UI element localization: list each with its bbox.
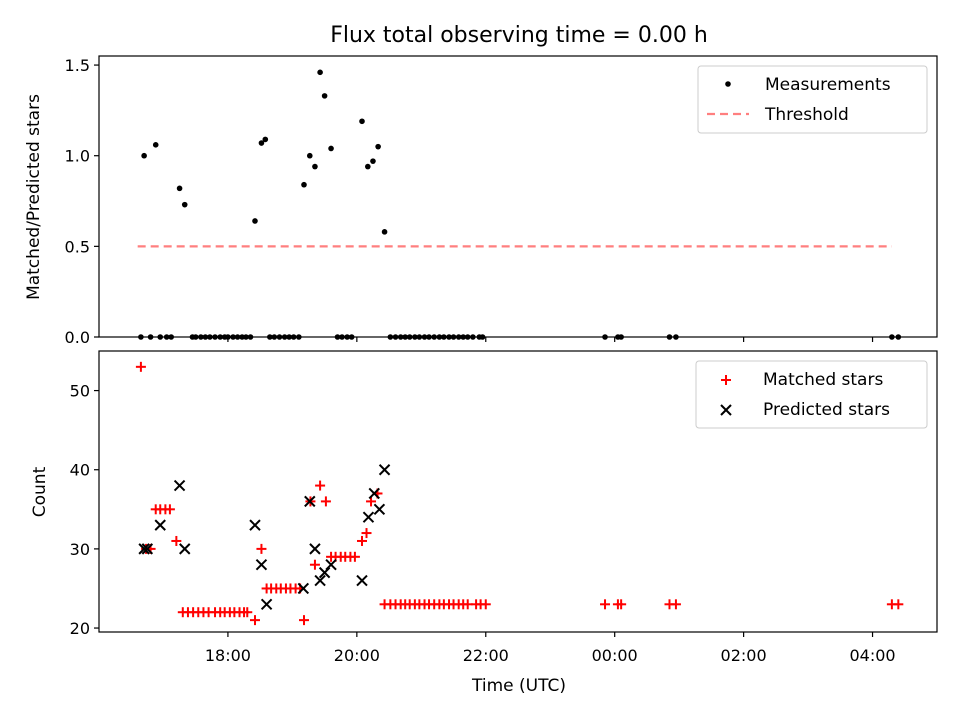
- predicted-star-point: [138, 543, 150, 555]
- count-y-axis-label: Count: [30, 466, 50, 517]
- matched-star-point: [315, 480, 326, 491]
- legend-label-matched: Matched stars: [763, 370, 883, 390]
- predicted-star-point: [141, 543, 154, 555]
- count-axes: 20 30 40 50 18:00 20:00 22:00 00:00 02:00 04:00: [70, 382, 896, 665]
- legend-label-predicted: Predicted stars: [763, 400, 890, 420]
- measurement-point: [365, 163, 371, 170]
- predicted-star-point: [249, 519, 261, 531]
- x-tick-label: 22:00: [463, 646, 509, 665]
- predicted-star-point: [362, 511, 375, 523]
- predicted-star-point: [373, 503, 386, 516]
- predicted-star-point: [318, 566, 331, 579]
- matched-star-point: [164, 504, 175, 515]
- y-tick-label: 50: [70, 382, 90, 401]
- x-tick-label: 18:00: [205, 646, 251, 665]
- predicted-star-point: [314, 574, 326, 587]
- matched-star-point: [135, 361, 146, 372]
- y-tick-label: 1.0: [65, 147, 90, 166]
- predicted-star-point: [325, 559, 337, 571]
- measurement-point: [381, 229, 388, 235]
- matched-star-point: [249, 615, 260, 626]
- count-panel: 20 30 40 50 18:00 20:00 22:00 00:00 02:00 04:00 C…: [30, 350, 938, 696]
- measurement-point: [328, 145, 334, 152]
- y-tick-label: 0.5: [65, 237, 90, 256]
- legend-label-measurements: Measurements: [765, 75, 891, 95]
- measurement-point: [359, 118, 365, 125]
- y-tick-label: 40: [70, 461, 90, 480]
- x-tick-label: 04:00: [849, 646, 895, 665]
- measurement-point: [375, 143, 381, 150]
- count-axes-frame: [98, 350, 938, 633]
- matched-star-point: [893, 599, 904, 610]
- matched-star-point: [171, 535, 182, 546]
- predicted-star-point: [173, 479, 186, 492]
- predicted-star-point: [297, 582, 310, 595]
- matched-star-point: [242, 607, 253, 618]
- measurement-point: [262, 136, 269, 143]
- measurement-point: [312, 163, 318, 170]
- legend-box: [695, 360, 928, 429]
- predicted-star-point: [255, 559, 268, 571]
- measurement-point: [152, 142, 159, 148]
- ratio-panel: 0.0 0.5 1.0 1.5 Matched/Predicted stars Mea…: [24, 55, 938, 347]
- y-tick-label: 20: [70, 619, 90, 638]
- predicted-star-point: [179, 543, 191, 555]
- predicted-star-point: [154, 519, 166, 531]
- legend-label-threshold: Threshold: [764, 105, 849, 125]
- legend-box: [697, 65, 928, 134]
- measurement-point: [306, 152, 313, 159]
- matched-star-point: [349, 551, 360, 562]
- predicted-star-point: [304, 495, 316, 508]
- matched-star-point: [320, 496, 331, 507]
- matched-star-point: [361, 528, 372, 539]
- x-tick-label: 00:00: [592, 646, 638, 665]
- legend-marker-measurements: [725, 81, 731, 87]
- predicted-star-point: [309, 543, 321, 555]
- matched-star-point: [480, 599, 491, 610]
- matched-star-point: [357, 535, 368, 546]
- measurement-point: [321, 93, 328, 99]
- count-legend: Matched stars Predicted stars: [695, 360, 928, 429]
- matched-star-point: [616, 599, 627, 610]
- measurement-point: [181, 201, 188, 208]
- ratio-axes-frame: [98, 55, 938, 338]
- matched-star-point: [298, 615, 309, 626]
- measurement-point: [141, 152, 147, 159]
- x-tick-label: 20:00: [334, 646, 380, 665]
- measurement-point: [176, 185, 183, 192]
- predicted-star-point: [368, 487, 380, 500]
- matched-star-point: [256, 543, 267, 554]
- measurement-point: [301, 181, 307, 188]
- y-tick-label: 1.5: [65, 56, 90, 75]
- y-tick-label: 0.0: [65, 328, 90, 347]
- legend-marker-predicted: [720, 404, 732, 416]
- ratio-legend: Measurements Threshold: [697, 65, 928, 134]
- predicted-star-point: [378, 464, 391, 476]
- ratio-axes: 0.0 0.5 1.0 1.5: [65, 56, 874, 347]
- predicted-star-point: [356, 574, 368, 587]
- x-axis-label: Time (UTC): [471, 676, 566, 696]
- measurement-point: [370, 158, 376, 164]
- measurement-point: [317, 69, 323, 76]
- measurement-point: [252, 218, 258, 224]
- matched-star-point: [462, 599, 473, 610]
- matched-star-point: [670, 599, 681, 610]
- matched-star-point: [309, 559, 320, 570]
- x-tick-label: 02:00: [721, 646, 767, 665]
- count-marks: [135, 361, 904, 626]
- measurement-point: [258, 140, 265, 146]
- ratio-y-axis-label: Matched/Predicted stars: [24, 94, 44, 300]
- chart-title: Flux total observing time = 0.00 h: [330, 23, 708, 48]
- predicted-star-point: [260, 598, 273, 611]
- matched-star-point: [600, 599, 611, 610]
- legend-marker-matched: [721, 375, 731, 385]
- y-tick-label: 30: [70, 540, 90, 559]
